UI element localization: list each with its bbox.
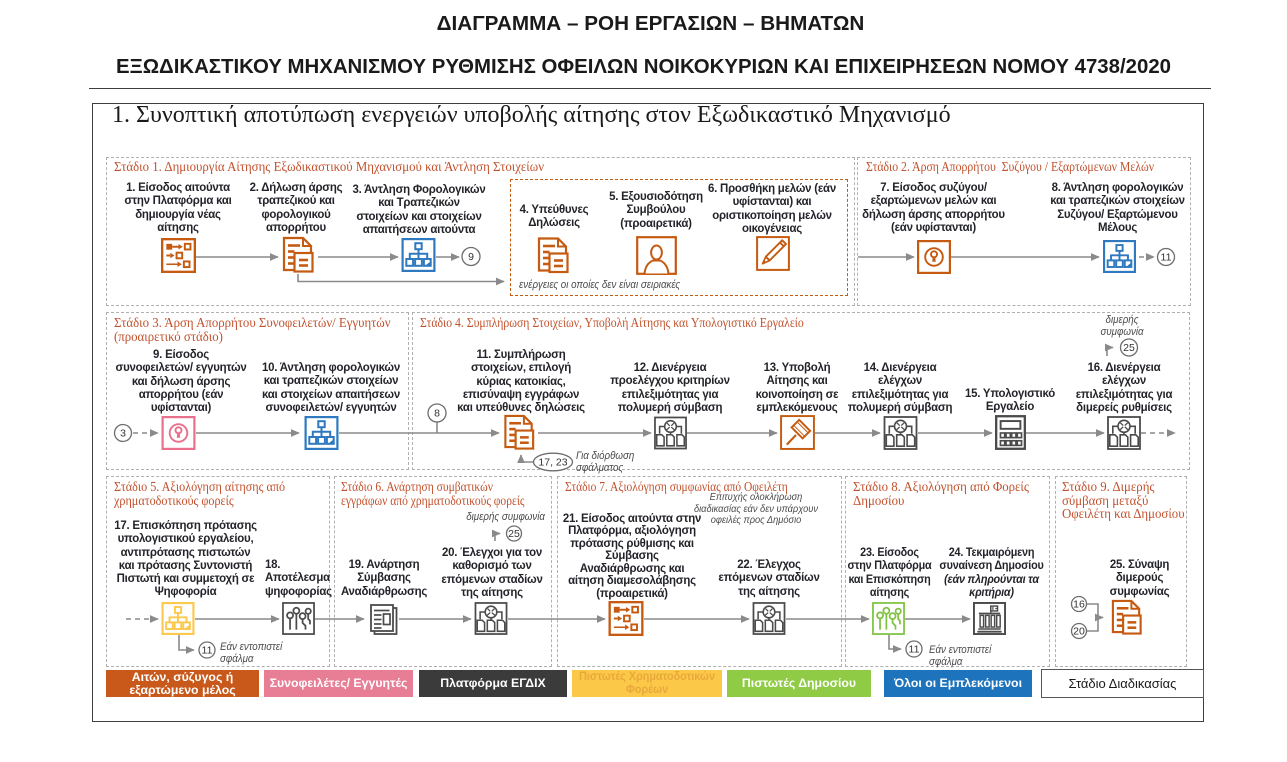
svg-text:16: 16 [1073,599,1085,611]
svg-text:25: 25 [1123,342,1135,354]
svg-text:11: 11 [202,645,213,657]
svg-text:8: 8 [434,408,440,420]
svg-text:11: 11 [909,644,920,656]
svg-text:20: 20 [1073,626,1085,638]
svg-text:25: 25 [508,528,520,540]
svg-text:11: 11 [1161,252,1172,264]
svg-text:9: 9 [468,251,474,263]
svg-text:3: 3 [120,428,126,440]
svg-text:17, 23: 17, 23 [538,457,567,469]
